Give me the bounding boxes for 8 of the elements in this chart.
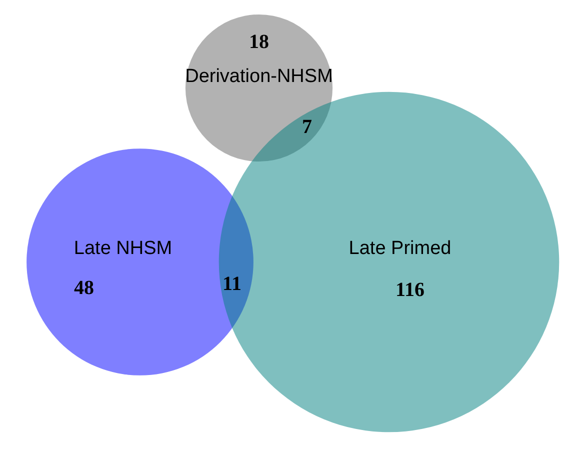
category-label: Late NHSM <box>74 238 172 259</box>
data-label: 18 <box>249 31 269 53</box>
data-label: 116 <box>396 279 424 301</box>
text: 7 <box>302 116 312 138</box>
text: 11 <box>222 273 242 295</box>
data-label: 48 <box>74 277 94 299</box>
category-label: Derivation-NHSM <box>185 66 333 87</box>
category-label: Late Primed <box>348 238 452 259</box>
